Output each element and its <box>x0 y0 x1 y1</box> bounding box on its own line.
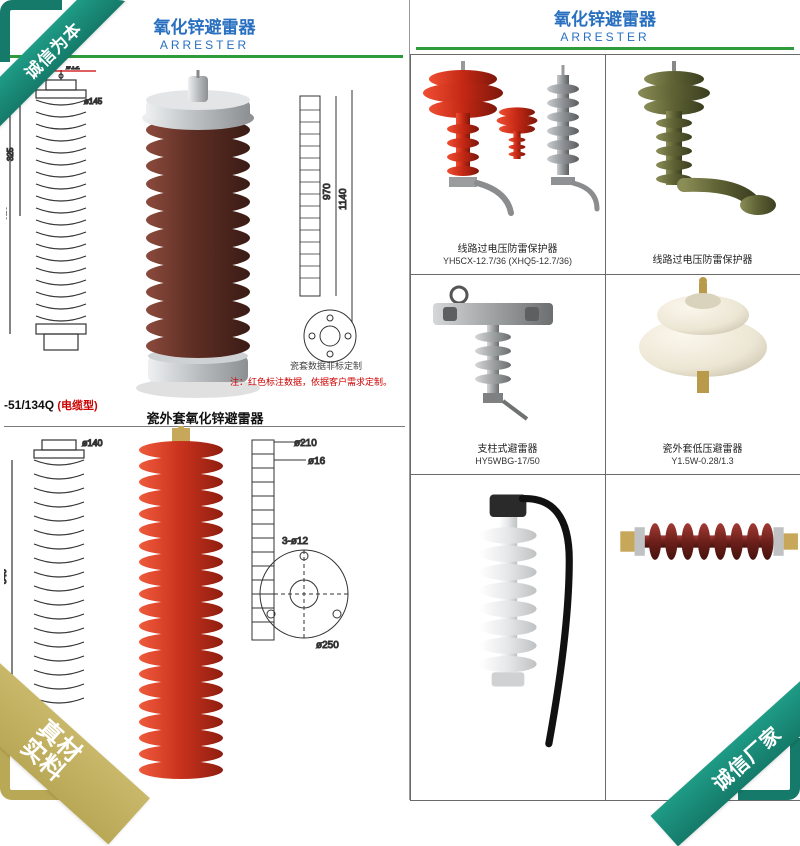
cell-model-2: HY5WBG-17/50 <box>411 456 605 467</box>
dim-note-red: 注：红色标注数据，依据客户需求定制。 <box>230 375 410 388</box>
right-title-cn: 氧化锌避雷器 <box>554 10 656 30</box>
badge-bottom-left-text: 真材 实料 <box>0 657 150 844</box>
svg-text:325: 325 <box>6 147 15 161</box>
lower-right-diagram: ø210 ø16 3-ø12 ø250 <box>244 434 404 764</box>
ceramic-arrester-photo: <радial/> <box>118 70 278 400</box>
right-header: 氧化锌避雷器 ARRESTER <box>410 0 800 44</box>
dimension-diagram-right: 970 1140 瓷套数据非标定制 注：红色标注数据，依据客户需求定制。 <box>290 90 405 390</box>
badge-top-left-text: 诚信为本 <box>0 0 140 140</box>
ceramic-arrester-caption: 瓷外套氧化锌避雷器 <box>130 408 280 427</box>
left-title-cn: 氧化锌避雷器 <box>154 18 256 38</box>
left-code-sub: (电缆型) <box>57 400 97 412</box>
product-lv-icon <box>606 275 800 425</box>
cell-name-3: 瓷外套低压避雷器 <box>606 444 800 457</box>
svg-text:340: 340 <box>4 569 8 584</box>
svg-text:610: 610 <box>6 206 8 221</box>
right-green-rule <box>416 47 794 50</box>
cell-white-arrester <box>410 474 606 801</box>
badge-bottom-left: 真材 实料 <box>0 660 140 800</box>
cell-label-3: 瓷外套低压避雷器 Y1.5W-0.28/1.3 <box>606 444 800 468</box>
dim-note-small: 瓷套数据非标定制 <box>290 359 405 372</box>
svg-text:ø250: ø250 <box>316 640 339 651</box>
badge-top-left: 诚信为本 <box>0 0 140 140</box>
cell-label-1: 线路过电压防雷保护器 <box>606 255 800 268</box>
left-model-code: -51/134Q (电缆型) <box>4 397 98 413</box>
cell-olive-protector: 线路过电压防雷保护器 <box>605 54 800 275</box>
product-white-icon <box>411 475 605 800</box>
left-code-main: -51/134Q <box>4 398 54 412</box>
cell-name-0: 线路过电压防雷保护器 <box>411 244 605 257</box>
svg-text:ø210: ø210 <box>294 438 317 449</box>
svg-text:ø140: ø140 <box>82 438 103 448</box>
left-title-en: ARRESTER <box>154 38 256 52</box>
cell-name-1: 线路过电压防雷保护器 <box>606 255 800 268</box>
cell-label-2: 支柱式避雷器 HY5WBG-17/50 <box>411 444 605 468</box>
cell-yh5cx: 线路过电压防雷保护器 YH5CX-12.7/36 (XHQ5-12.7/36) <box>410 54 606 275</box>
cell-label-0: 线路过电压防雷保护器 YH5CX-12.7/36 (XHQ5-12.7/36) <box>411 244 605 268</box>
red-polymer-arrester <box>126 426 236 786</box>
svg-text:970: 970 <box>322 183 333 200</box>
svg-text:1140: 1140 <box>338 188 349 210</box>
product-olive-icon <box>606 55 800 225</box>
svg-text:ø16: ø16 <box>308 456 326 467</box>
cell-lv-ceramic: 瓷外套低压避雷器 Y1.5W-0.28/1.3 <box>605 274 800 475</box>
badge-bottom-right: 诚信厂家 <box>660 660 800 800</box>
cell-model-0: YH5CX-12.7/36 (XHQ5-12.7/36) <box>411 256 605 267</box>
cell-model-3: Y1.5W-0.28/1.3 <box>606 456 800 467</box>
cell-post-arrester: 支柱式避雷器 HY5WBG-17/50 <box>410 274 606 475</box>
product-yh5cx-icon <box>411 55 605 225</box>
right-title-en: ARRESTER <box>554 30 656 44</box>
cell-name-2: 支柱式避雷器 <box>411 444 605 457</box>
product-post-icon <box>411 275 605 425</box>
svg-text:3-ø12: 3-ø12 <box>282 536 309 547</box>
